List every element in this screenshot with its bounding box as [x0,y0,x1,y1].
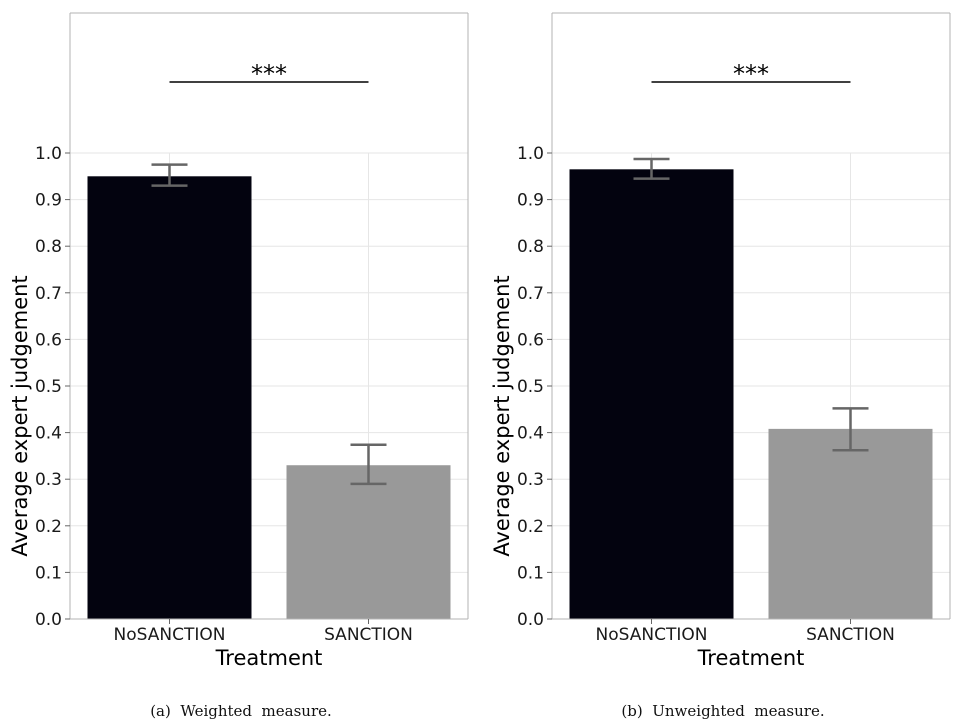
caption-b: (b) Unweighted measure. [621,702,825,720]
x-tick-label-sanction: SANCTION [806,625,895,645]
y-tick-label: 0.0 [517,610,544,630]
y-tick-label: 0.2 [35,517,62,537]
bar-chart-b: 0.0 0.1 0.2 0.3 0.4 0.5 0.6 0.7 0.8 0.9 1.0 NoSANCT… [490,12,951,670]
y-tick-label: 0.1 [35,563,62,583]
y-tick-label: 1.0 [517,144,544,164]
y-axis-title: Average expert judgement [490,275,514,556]
x-axis-title: Treatment [697,646,805,670]
bar-chart-a: 0.0 0.1 0.2 0.3 0.4 0.5 0.6 0.7 0.8 0.9 1.0 NoSANCT… [8,12,469,670]
error-bar-sanction [350,443,387,486]
significance-label: *** [733,60,769,88]
y-tick-label: 0.9 [517,191,544,211]
y-tick-label: 0.8 [35,237,62,257]
y-tick-label: 0.1 [517,563,544,583]
error-bar-nosanction [151,163,188,187]
y-tick-label: 0.5 [517,377,544,397]
chart-panel-a: 0.0 0.1 0.2 0.3 0.4 0.5 0.6 0.7 0.8 0.9 1.0 NoSANCT… [0,0,482,720]
x-tick-label-nosanction: NoSANCTION [114,625,226,645]
y-tick-label: 0.6 [35,330,62,350]
caption-a: (a) Weighted measure. [150,702,332,720]
x-tick-label-nosanction: NoSANCTION [596,625,708,645]
y-tick-label: 0.7 [35,284,62,304]
error-bar-sanction [832,407,869,452]
y-tick-label: 0.4 [517,424,544,444]
bar-sanction [286,465,451,619]
y-tick-label: 0.5 [35,377,62,397]
x-axis-title: Treatment [215,646,323,670]
bar-sanction [768,428,933,619]
y-tick-label: 0.9 [35,191,62,211]
y-tick-label: 0.8 [517,237,544,257]
bar-nosanction [569,169,734,619]
y-tick-label: 0.0 [35,610,62,630]
y-tick-label: 0.3 [517,470,544,490]
x-tick-label-sanction: SANCTION [324,625,413,645]
y-tick-label: 0.6 [517,330,544,350]
y-tick-label: 0.4 [35,424,62,444]
y-tick-label: 0.2 [517,517,544,537]
y-tick-label: 0.7 [517,284,544,304]
y-tick-label: 1.0 [35,144,62,164]
chart-panel-b: 0.0 0.1 0.2 0.3 0.4 0.5 0.6 0.7 0.8 0.9 1.0 NoSANCT… [482,0,964,720]
bar-nosanction [87,176,252,620]
significance-label: *** [251,60,287,88]
y-tick-label: 0.3 [35,470,62,490]
y-axis-title: Average expert judgement [8,275,32,556]
error-bar-nosanction [633,157,670,180]
